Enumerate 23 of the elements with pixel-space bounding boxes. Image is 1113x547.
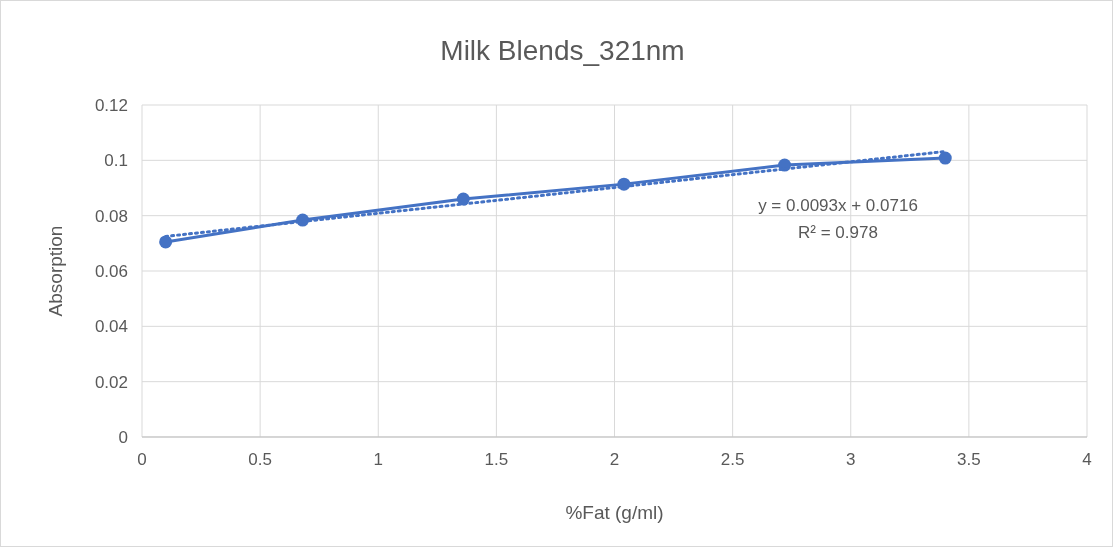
- y-tick-label: 0.04: [94, 317, 128, 337]
- x-tick-label: 3.5: [957, 450, 981, 469]
- annotation: y = 0.0093x + 0.0716: [758, 196, 918, 215]
- x-tick-label: 0.5: [248, 450, 272, 469]
- x-tick-label: 3: [846, 450, 856, 469]
- y-tick-label: 0: [118, 427, 128, 447]
- point: [159, 235, 173, 249]
- x-tick-label: 1: [373, 450, 383, 469]
- x-tick-label: 2: [609, 450, 620, 469]
- point: [938, 151, 952, 165]
- y-tick-label: 0.08: [94, 206, 128, 226]
- x-tick-label: 1.5: [484, 450, 509, 469]
- y-tick-label: 0.06: [94, 261, 128, 281]
- y-tick-label: 0.1: [104, 151, 128, 171]
- annotation: R² = 0.978: [798, 223, 878, 242]
- y-tick-label: 0.12: [94, 95, 128, 115]
- chart-title: Milk Blends_321nm: [440, 35, 685, 66]
- x-tick-label: 0: [137, 450, 147, 469]
- x-tick-label: 4: [1082, 450, 1092, 469]
- y-axis-title: Absorption: [45, 225, 66, 317]
- x-axis-title: %Fat (g/ml): [565, 502, 664, 523]
- x-tick-label: 2.5: [720, 450, 745, 469]
- y-tick-label: 0.02: [94, 372, 128, 392]
